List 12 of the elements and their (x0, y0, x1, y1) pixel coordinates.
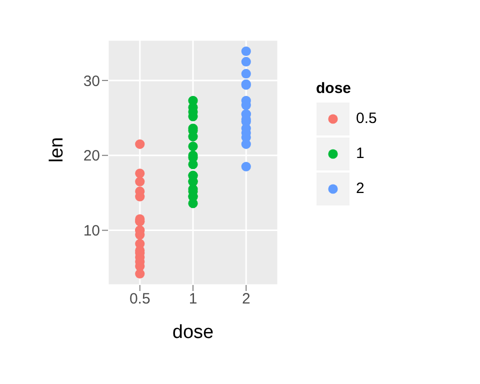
x-tick-label: 2 (242, 290, 250, 308)
x-tick-label: 0.5 (129, 290, 150, 308)
y-axis-title: len (46, 137, 68, 162)
x-tick-label: 1 (188, 290, 198, 308)
legend-label: 1 (356, 145, 364, 162)
legend-label: 2 (356, 180, 364, 197)
x-axis-title: dose (172, 322, 214, 343)
y-tick-label: 10 (83, 222, 100, 240)
legend-title: dose (316, 80, 352, 97)
legend-label: 0.5 (356, 110, 377, 127)
y-tick-label: 30 (83, 72, 100, 90)
y-tick-label: 20 (83, 148, 100, 165)
